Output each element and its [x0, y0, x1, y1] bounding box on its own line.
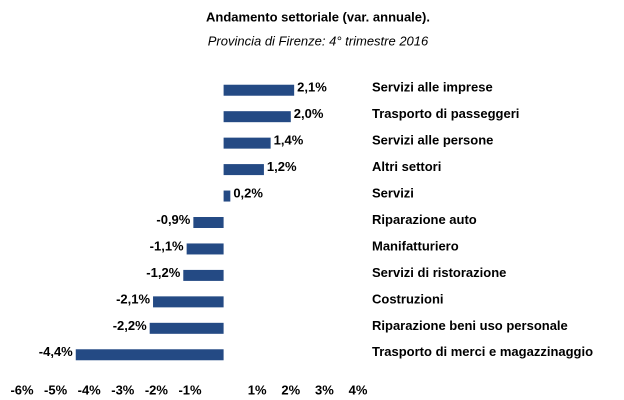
data-label: 1,2% — [267, 159, 297, 174]
data-label: 2,1% — [297, 80, 327, 95]
data-label: 1,4% — [274, 133, 304, 148]
data-label: -1,2% — [146, 265, 180, 280]
x-tick-label: -3% — [111, 382, 135, 397]
bar — [223, 111, 291, 123]
x-tick-label: -2% — [145, 382, 169, 397]
bar — [223, 137, 271, 149]
bar — [186, 243, 224, 255]
category-label: Trasporto di merci e magazzinaggio — [372, 344, 593, 359]
x-tick-label: -5% — [44, 382, 68, 397]
category-label: Trasporto di passeggeri — [372, 106, 519, 121]
x-tick-label: 4% — [349, 382, 368, 397]
data-label: 0,2% — [233, 185, 263, 200]
x-tick-label: 3% — [315, 382, 334, 397]
x-tick-label: -4% — [78, 382, 102, 397]
data-label: -1,1% — [150, 238, 184, 253]
data-label: -2,1% — [116, 291, 150, 306]
data-label: -0,9% — [156, 212, 190, 227]
category-label: Riparazione beni uso personale — [372, 318, 568, 333]
bar — [193, 217, 224, 228]
category-label: Riparazione auto — [372, 212, 477, 227]
bar — [183, 269, 224, 281]
category-label: Costruzioni — [372, 291, 444, 306]
x-tick-label: -1% — [178, 382, 202, 397]
bar — [223, 190, 231, 202]
x-tick-label: -6% — [10, 382, 34, 397]
bar — [149, 322, 224, 334]
bar — [153, 296, 224, 308]
data-label: 2,0% — [294, 106, 324, 121]
data-label: -2,2% — [113, 318, 147, 333]
category-label: Manifatturiero — [372, 238, 459, 253]
bar — [223, 164, 264, 176]
category-label: Servizi alle imprese — [372, 80, 493, 95]
data-label: -4,4% — [39, 344, 73, 359]
chart-subtitle: Provincia di Firenze: 4° trimestre 2016 — [208, 33, 429, 48]
category-label: Servizi — [372, 185, 414, 200]
chart-title: Andamento settoriale (var. annuale). — [206, 9, 430, 24]
x-tick-label: 1% — [248, 382, 267, 397]
x-tick-label: 2% — [281, 382, 300, 397]
bar — [223, 84, 295, 96]
category-label: Servizi alle persone — [372, 133, 493, 148]
bar — [75, 349, 224, 361]
category-label: Servizi di ristorazione — [372, 265, 506, 280]
category-label: Altri settori — [372, 159, 441, 174]
